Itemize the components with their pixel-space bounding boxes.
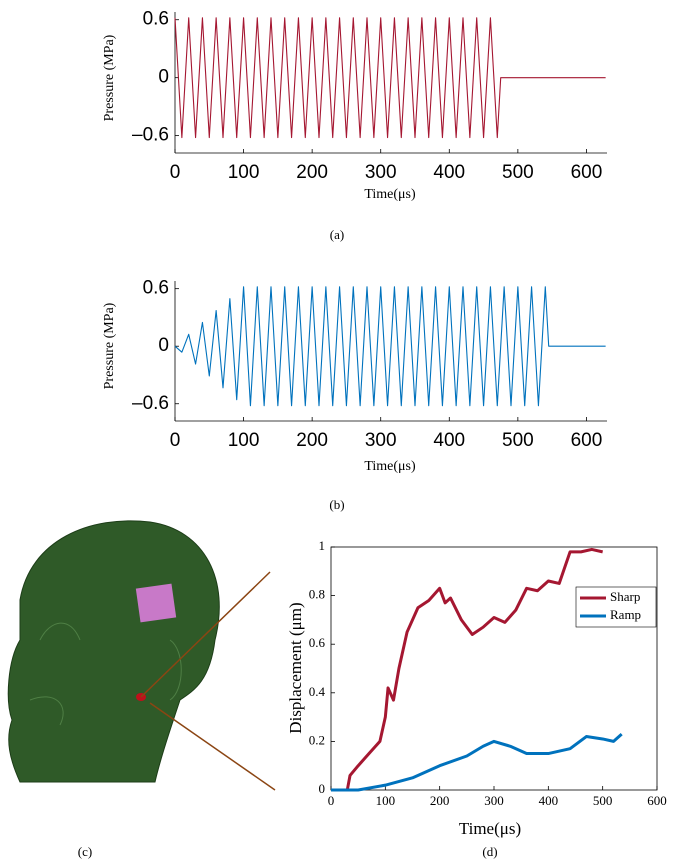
y-axis-title: Displacement (μm) xyxy=(286,602,305,733)
y-tick-label: –0.6 xyxy=(132,393,169,414)
panel-label: (d) xyxy=(482,844,497,859)
x-tick-label: 600 xyxy=(571,162,603,183)
x-tick-label: 300 xyxy=(484,793,504,808)
x-tick-label: 100 xyxy=(228,162,260,183)
transducer xyxy=(136,584,176,623)
x-tick-label: 100 xyxy=(228,430,260,451)
y-axis-title: Pressure (MPa) xyxy=(102,302,117,389)
head-image xyxy=(8,521,275,790)
data-line xyxy=(331,549,603,790)
x-tick-label: 200 xyxy=(296,162,328,183)
y-tick-label: 0.6 xyxy=(143,9,169,30)
panel-label: (b) xyxy=(329,497,344,512)
data-line xyxy=(331,734,622,790)
x-tick-label: 300 xyxy=(365,162,397,183)
y-axis-title: Pressure (MPa) xyxy=(102,34,117,121)
y-tick-label: 0.2 xyxy=(309,732,325,747)
y-tick-label: 0.6 xyxy=(143,278,169,299)
x-tick-label: 500 xyxy=(502,430,534,451)
data-line xyxy=(175,287,606,406)
x-axis-title: Time(μs) xyxy=(364,187,416,202)
x-axis-title: Time(μs) xyxy=(364,459,416,474)
data-line xyxy=(175,18,606,138)
x-tick-label: 500 xyxy=(502,162,534,183)
x-tick-label: 200 xyxy=(296,430,328,451)
x-axis-title: Time(μs) xyxy=(459,819,521,838)
x-tick-label: 400 xyxy=(433,162,465,183)
y-tick-label: 0.8 xyxy=(309,587,325,602)
x-tick-label: 600 xyxy=(647,793,667,808)
x-tick-label: 600 xyxy=(571,430,603,451)
y-tick-label: –0.6 xyxy=(132,125,169,146)
figure: (a) (b) (c) (d) 0100200300400500600–0.60… xyxy=(0,0,673,867)
legend-label: Ramp xyxy=(610,607,641,622)
x-tick-label: 500 xyxy=(593,793,613,808)
y-tick-label: 0 xyxy=(158,335,169,356)
y-tick-label: 0.6 xyxy=(309,635,326,650)
plot-frame xyxy=(331,547,657,790)
panel-label: (c) xyxy=(78,844,92,859)
x-tick-label: 200 xyxy=(430,793,450,808)
zoom-line xyxy=(150,703,275,790)
legend-label: Sharp xyxy=(610,589,640,604)
x-tick-label: 0 xyxy=(170,430,181,451)
panel-label: (a) xyxy=(330,227,344,242)
x-tick-label: 300 xyxy=(365,430,397,451)
y-tick-label: 0 xyxy=(158,67,169,88)
x-tick-label: 0 xyxy=(328,793,335,808)
y-tick-label: 0.4 xyxy=(309,684,326,699)
x-tick-label: 100 xyxy=(376,793,396,808)
x-tick-label: 400 xyxy=(433,430,465,451)
y-tick-label: 0 xyxy=(319,781,326,796)
x-tick-label: 400 xyxy=(539,793,559,808)
x-tick-label: 0 xyxy=(170,162,181,183)
y-tick-label: 1 xyxy=(319,538,326,553)
